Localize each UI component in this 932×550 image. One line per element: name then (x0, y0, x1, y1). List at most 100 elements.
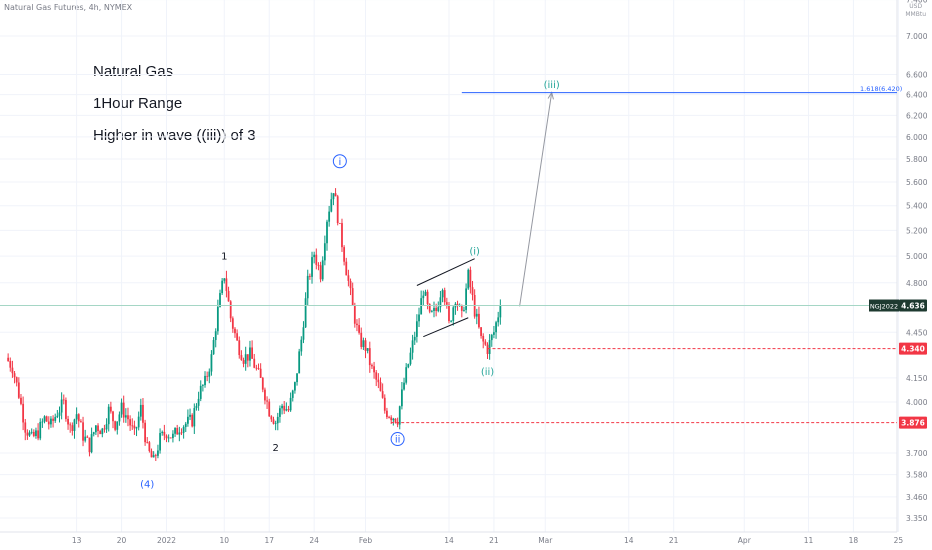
candle-body (362, 340, 365, 347)
candle-body (159, 433, 161, 451)
candle-body (478, 313, 480, 328)
candle-body (388, 417, 390, 418)
candle-body (319, 265, 322, 280)
candle-body (306, 275, 309, 299)
candle-body (398, 406, 401, 425)
candle-body (326, 221, 328, 244)
candle-body (443, 290, 446, 303)
y-tick-label: 5.000 (906, 252, 928, 261)
candle-body (426, 291, 429, 305)
candle-body (189, 414, 191, 417)
annotation-wave: Higher in wave ((iii)) of 3 (93, 127, 256, 144)
candle-body (94, 425, 97, 433)
candle-body (430, 310, 433, 312)
x-tick-label: 21 (489, 536, 499, 545)
candle-body (257, 368, 260, 369)
x-tick-label: 10 (220, 536, 230, 545)
candle-body (428, 304, 431, 312)
candle-body (268, 401, 271, 417)
candle-body (180, 432, 183, 434)
candle-body (332, 193, 335, 200)
y-tick-label: 5.800 (906, 155, 928, 164)
y-tick-label: 3.460 (906, 493, 928, 502)
candle-body (124, 415, 127, 418)
candle-body (120, 402, 123, 415)
candle-body (204, 375, 206, 386)
candle-body (216, 306, 219, 332)
candle-body (497, 317, 500, 323)
candle-body (174, 427, 176, 434)
candle-body (351, 288, 354, 306)
channel-line (416, 258, 475, 286)
candle-body (86, 436, 89, 438)
candle-body (82, 422, 84, 441)
candle-body (328, 211, 331, 222)
candle-body (338, 223, 341, 224)
candle-body (463, 309, 465, 311)
candle-body (242, 360, 245, 364)
candle-body (424, 291, 427, 296)
candle-body (274, 423, 277, 425)
y-tick-label: 6.200 (906, 111, 928, 120)
candle-body (30, 431, 33, 433)
candle-body (482, 335, 485, 342)
candles (7, 188, 502, 462)
candle-body (283, 405, 286, 411)
candle-body (437, 307, 440, 312)
candle-body (471, 287, 474, 295)
currency-label: USD (909, 3, 923, 10)
candle-body (315, 254, 318, 265)
candle-body (37, 430, 39, 439)
candle-body (343, 247, 346, 262)
candle-body (169, 437, 172, 439)
x-tick-label: 11 (804, 536, 814, 545)
candle-body (465, 288, 467, 310)
last-price-label: 4.636 (901, 302, 925, 311)
candle-body (43, 416, 46, 422)
level-fib-label: 1.618(6.420) (860, 85, 902, 93)
candle-body (298, 351, 301, 374)
candle-body (240, 355, 243, 361)
y-tick-label: 3.580 (906, 471, 928, 480)
candle-body (450, 320, 453, 322)
candle-body (456, 303, 459, 306)
candle-body (69, 424, 72, 426)
candle-body (195, 405, 198, 409)
candle-body (360, 332, 363, 347)
candle-body (345, 261, 348, 276)
candle-body (469, 269, 472, 288)
x-tick-label: Mar (538, 536, 553, 545)
candle-body (373, 366, 375, 373)
candle-body (165, 435, 168, 439)
candle-body (88, 437, 91, 453)
scale-currency[interactable]: USD MMBtu (905, 3, 926, 19)
candle-body (9, 360, 12, 368)
candle-body (80, 421, 82, 423)
candle-body (272, 419, 275, 424)
candle-body (28, 432, 31, 436)
candle-body (26, 432, 29, 436)
candle-body (54, 417, 57, 421)
candle-body (118, 414, 121, 422)
x-tick-label: Apr (738, 536, 752, 545)
channel-line (423, 317, 469, 338)
candle-body (287, 409, 290, 411)
candle-body (377, 379, 380, 383)
level-badge-label: 3.876 (901, 419, 925, 428)
candle-body (131, 425, 134, 427)
y-tick-label: 6.600 (906, 70, 928, 79)
y-tick-label: 5.400 (906, 202, 928, 211)
candle-body (330, 199, 333, 212)
candle-body (285, 409, 288, 411)
candle-body (238, 340, 241, 356)
wave-label: (iii) (544, 80, 560, 91)
candle-body (208, 371, 211, 377)
candle-body (35, 430, 37, 437)
candle-body (212, 340, 215, 355)
candle-body (227, 290, 230, 302)
candle-body (17, 382, 20, 398)
candle-body (420, 298, 423, 315)
candle-body (433, 307, 435, 311)
candle-body (386, 410, 388, 418)
